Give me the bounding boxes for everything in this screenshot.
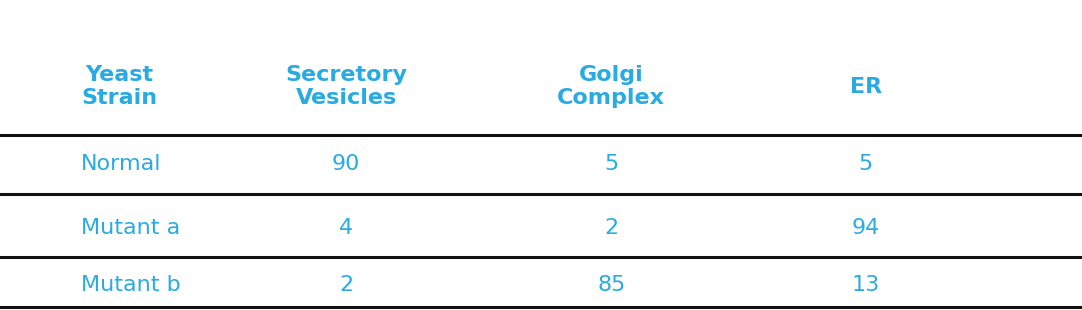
Text: 4: 4 — [339, 218, 354, 238]
Text: Mutant b: Mutant b — [81, 275, 181, 295]
Text: Yeast
Strain: Yeast Strain — [81, 65, 157, 108]
Text: Normal: Normal — [81, 154, 161, 174]
Text: 94: 94 — [852, 218, 880, 238]
Text: Golgi
Complex: Golgi Complex — [557, 65, 665, 108]
Text: Mutant a: Mutant a — [81, 218, 181, 238]
Text: 5: 5 — [604, 154, 619, 174]
Text: 13: 13 — [852, 275, 880, 295]
Text: 90: 90 — [332, 154, 360, 174]
Text: 5: 5 — [858, 154, 873, 174]
Text: Secretory
Vesicles: Secretory Vesicles — [286, 65, 407, 108]
Text: 2: 2 — [339, 275, 354, 295]
Text: ER: ER — [849, 77, 882, 97]
Text: 2: 2 — [604, 218, 619, 238]
Text: 85: 85 — [597, 275, 625, 295]
